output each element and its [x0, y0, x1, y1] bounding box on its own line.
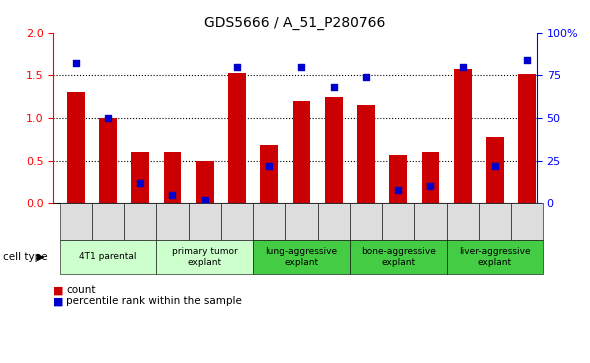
Point: [168, 192, 177, 197]
Bar: [325, 97, 343, 203]
Text: liver-aggressive
explant: liver-aggressive explant: [459, 247, 531, 266]
Bar: [519, 74, 536, 203]
Bar: [357, 105, 375, 203]
Point: [264, 163, 274, 169]
Point: [394, 187, 403, 192]
Text: percentile rank within the sample: percentile rank within the sample: [66, 296, 242, 306]
Bar: [67, 93, 84, 203]
Point: [523, 57, 532, 63]
Bar: [260, 145, 278, 203]
Bar: [132, 152, 149, 203]
Bar: [454, 69, 471, 203]
Text: cell type: cell type: [3, 252, 48, 262]
Text: ▶: ▶: [37, 252, 45, 262]
Point: [490, 163, 500, 169]
Text: 4T1 parental: 4T1 parental: [79, 252, 137, 261]
Bar: [228, 73, 246, 203]
Title: GDS5666 / A_51_P280766: GDS5666 / A_51_P280766: [204, 16, 386, 30]
Text: lung-aggressive
explant: lung-aggressive explant: [266, 247, 337, 266]
Bar: [196, 160, 214, 203]
Point: [297, 64, 306, 70]
Point: [361, 74, 371, 80]
Bar: [422, 152, 440, 203]
Point: [136, 180, 145, 186]
Text: ■: ■: [53, 285, 64, 295]
Point: [329, 84, 339, 90]
Text: primary tumor
explant: primary tumor explant: [172, 247, 238, 266]
Point: [458, 64, 467, 70]
Point: [200, 197, 209, 203]
Bar: [293, 101, 310, 203]
Point: [426, 183, 435, 189]
Bar: [486, 137, 504, 203]
Point: [103, 115, 113, 121]
Point: [232, 64, 242, 70]
Text: bone-aggressive
explant: bone-aggressive explant: [360, 247, 435, 266]
Text: count: count: [66, 285, 96, 295]
Bar: [99, 118, 117, 203]
Point: [71, 61, 80, 66]
Bar: [389, 155, 407, 203]
Bar: [163, 152, 181, 203]
Text: ■: ■: [53, 296, 64, 306]
